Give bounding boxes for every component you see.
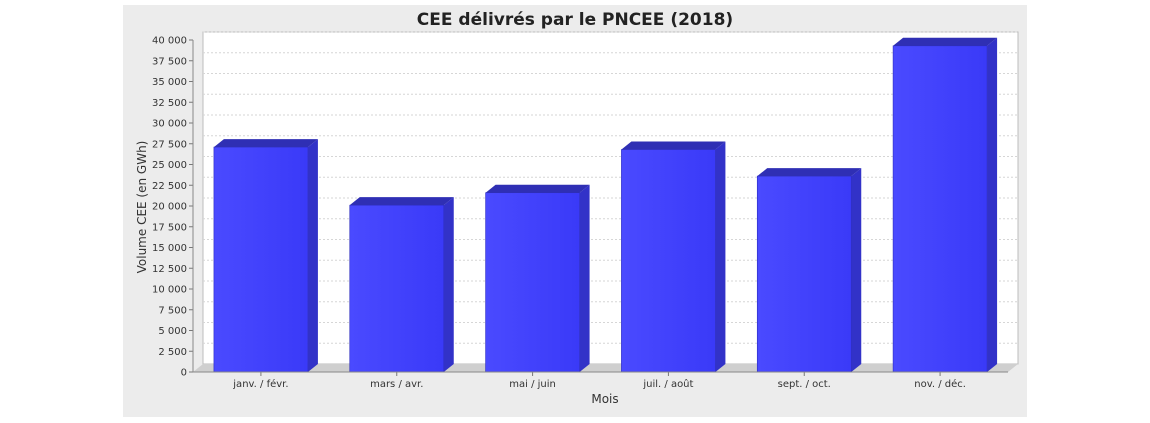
bar-top [893, 37, 998, 46]
bar-top [485, 184, 590, 193]
y-tick-label: 10 000 [152, 285, 187, 296]
y-tick-label: 30 000 [152, 119, 187, 130]
x-tick-label: nov. / déc. [914, 378, 966, 390]
bar-side [851, 168, 862, 372]
bar-side [307, 139, 318, 372]
chart-title: CEE délivrés par le PNCEE (2018) [416, 10, 734, 30]
x-tick-label: juil. / août [642, 378, 693, 390]
bar-front [213, 146, 309, 373]
bar [485, 184, 590, 373]
x-tick-label: sept. / oct. [778, 379, 831, 390]
plot-background [202, 31, 1019, 365]
y-tick-label: 0 [181, 368, 187, 379]
bar [621, 141, 726, 373]
x-axis-label: Mois [591, 392, 618, 406]
y-tick-label: 35 000 [152, 77, 187, 88]
y-tick-label: 32 500 [152, 98, 187, 109]
y-tick-label: 27 500 [152, 139, 187, 150]
bar-front [892, 45, 988, 373]
bar [349, 197, 454, 373]
y-tick-label: 15 000 [152, 243, 187, 254]
y-tick-label: 40 000 [152, 36, 187, 47]
y-tick-label: 5 000 [158, 326, 187, 337]
bar [213, 139, 318, 373]
x-tick-label: mai / juin [509, 379, 556, 390]
bar-side [579, 184, 590, 372]
y-tick-label: 17 500 [152, 222, 187, 233]
bar-front [621, 149, 716, 373]
y-tick-label: 22 500 [152, 181, 187, 192]
bar-front [756, 175, 852, 373]
y-tick-label: 2 500 [158, 347, 187, 358]
y-tick-label: 37 500 [152, 56, 187, 67]
bar [892, 37, 998, 373]
y-tick-label: 12 500 [152, 264, 187, 275]
y-axis-label: Volume CEE (en GWh) [135, 141, 149, 274]
bar-top [349, 197, 454, 206]
y-tick-label: 25 000 [152, 160, 187, 171]
bar-side [715, 141, 726, 372]
bar-side [987, 37, 998, 373]
x-tick-label: janv. / févr. [232, 378, 288, 390]
y-tick-label: 7 500 [158, 305, 187, 316]
bar-top [757, 168, 862, 177]
bar-front [349, 204, 445, 373]
x-tick-label: mars / avr. [370, 379, 423, 390]
bar-side [443, 197, 454, 372]
bar-top [621, 141, 726, 150]
bar [756, 168, 862, 373]
bar-top [213, 139, 318, 148]
bar-front [485, 192, 580, 373]
y-tick-label: 20 000 [152, 202, 187, 213]
